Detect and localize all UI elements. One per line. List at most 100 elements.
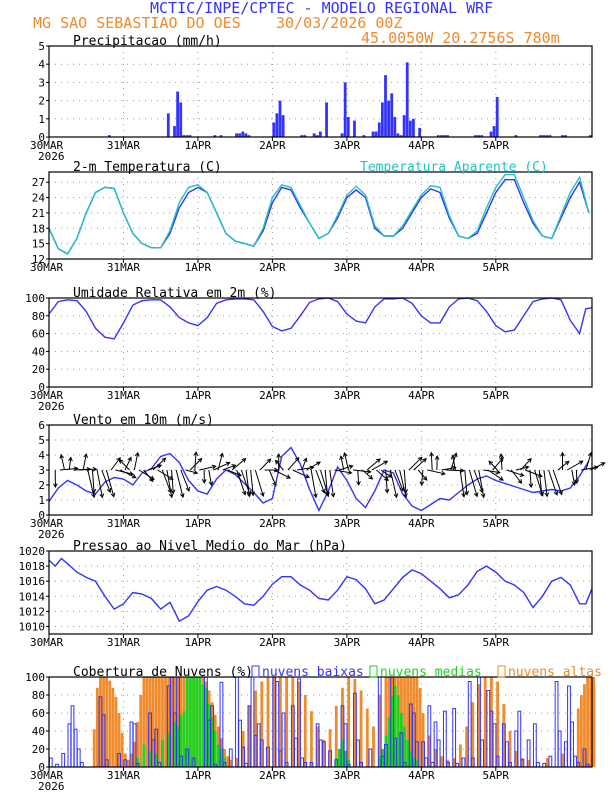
precip-bar xyxy=(166,113,170,137)
wind-barb xyxy=(329,469,334,497)
clouds-xtick-label: 31MAR xyxy=(107,769,140,782)
wind-barb-head xyxy=(451,465,457,471)
precip-bar xyxy=(439,135,443,137)
wind-barb-head xyxy=(499,456,504,462)
wind-barb xyxy=(441,467,456,471)
wind-ytick-label: 6 xyxy=(38,419,45,432)
wind-barb xyxy=(334,469,352,474)
precip-bar xyxy=(362,135,366,137)
wind-barb-head xyxy=(560,451,565,457)
precip-frame xyxy=(48,45,593,138)
humidity-xtick-label: 31MAR xyxy=(107,389,140,402)
humidity-year-label: 2026 xyxy=(38,400,65,413)
wind-barb xyxy=(371,460,388,471)
wind-barb xyxy=(452,455,456,471)
cloud-high-bar xyxy=(92,729,96,767)
wind-barb-head xyxy=(429,451,434,457)
wind-barb xyxy=(133,452,139,471)
wind-barb-head xyxy=(339,455,344,461)
wind-barb-head xyxy=(325,492,330,498)
precip-bar xyxy=(548,135,552,137)
wind-barb-head xyxy=(231,464,237,469)
precip-xtick-label: 4APR xyxy=(408,139,435,152)
wind-barb-head xyxy=(161,457,167,463)
wind-barb-head xyxy=(571,481,577,487)
precip-bar xyxy=(275,113,279,137)
wind-barb xyxy=(245,469,250,497)
cloud-low-bar xyxy=(76,748,81,768)
wind-barb-head xyxy=(553,490,559,496)
cloud-low-bar xyxy=(281,712,286,768)
precip-bar xyxy=(539,135,543,137)
cloud-high-bar xyxy=(254,690,257,767)
wind-barb-head xyxy=(324,491,330,497)
precip-bar xyxy=(412,118,415,137)
wind-barb-head xyxy=(464,490,470,496)
wind-ytick-label: 1 xyxy=(38,494,45,507)
cloud-low-bar xyxy=(532,723,537,768)
pressure-xtick-label: 4APR xyxy=(408,636,435,649)
wind-year-label: 2026 xyxy=(38,528,65,541)
cloud-high-bar xyxy=(226,756,230,767)
cloud-low-bar xyxy=(442,710,447,768)
cloud-legend-swatch-1 xyxy=(369,665,378,678)
wind-barb-head xyxy=(241,458,247,463)
pressure-ytick-label: 1018 xyxy=(19,560,46,573)
wind-barb xyxy=(310,469,317,498)
cloud-high-bar xyxy=(440,756,444,767)
cloud-mid-bar xyxy=(344,750,347,767)
wind-barb xyxy=(110,457,121,471)
pressure-series-line xyxy=(48,557,593,623)
wind-barb-head xyxy=(276,453,282,458)
wind-barb-head xyxy=(294,457,300,462)
precip-bar xyxy=(340,133,344,137)
wind-ytick-label: 3 xyxy=(38,464,45,477)
cloud-high-bar xyxy=(126,759,130,767)
cloud-low-bar xyxy=(570,721,574,768)
precip-bar xyxy=(474,135,477,137)
coords-label: 45.0050W 20.2756S 780m xyxy=(361,29,560,47)
wind-barb-head xyxy=(384,476,389,482)
wind-barb xyxy=(124,457,132,471)
wind-barb xyxy=(189,458,202,471)
temperature-title: 2-m Temperatura (C) xyxy=(73,160,222,175)
wind-barb xyxy=(199,465,216,471)
cloud-low-bar xyxy=(563,741,568,768)
humidity-ytick-label: 80 xyxy=(32,310,45,323)
cloud-high-bar xyxy=(353,678,357,767)
precip-bar xyxy=(405,62,409,137)
precip-bar xyxy=(374,131,378,137)
cloud-high-bar xyxy=(167,677,171,767)
precip-bar xyxy=(213,135,217,137)
cloud-high-bar xyxy=(465,726,468,767)
cloud-high-bar xyxy=(502,704,506,767)
cloud-high-bar xyxy=(108,680,112,767)
precip-bar xyxy=(514,135,518,137)
wind-barb-head xyxy=(309,465,315,471)
wind-barb-head xyxy=(260,491,265,497)
wind-barb-head xyxy=(480,493,486,499)
wind-ytick-label: 0 xyxy=(38,509,45,522)
wind-barb xyxy=(399,469,407,498)
clouds-xtick-label: 1APR xyxy=(185,769,212,782)
cloud-mid-bar xyxy=(347,759,351,767)
temperature-xtick-label: 4APR xyxy=(408,261,435,274)
wind-barb xyxy=(301,458,307,471)
wind-barb xyxy=(143,469,154,482)
cloud-high-bar xyxy=(241,731,245,767)
wind-barb-head xyxy=(91,493,96,499)
cloud-mid-bar xyxy=(136,758,140,767)
wind-barb xyxy=(353,469,371,473)
cloud-high-bar xyxy=(527,759,531,767)
cloud-high-bar xyxy=(117,713,121,767)
wind-barb-head xyxy=(106,488,112,494)
cloud-mid-bar xyxy=(400,713,403,767)
precip-ytick-label: 0 xyxy=(38,131,45,144)
wind-barb-head xyxy=(383,460,389,465)
humidity-ytick-label: 100 xyxy=(25,292,45,305)
wind-barb-head xyxy=(384,488,390,494)
wind-barb xyxy=(520,458,532,471)
cloud-high-bar xyxy=(260,681,264,767)
wind-barb xyxy=(59,467,78,471)
